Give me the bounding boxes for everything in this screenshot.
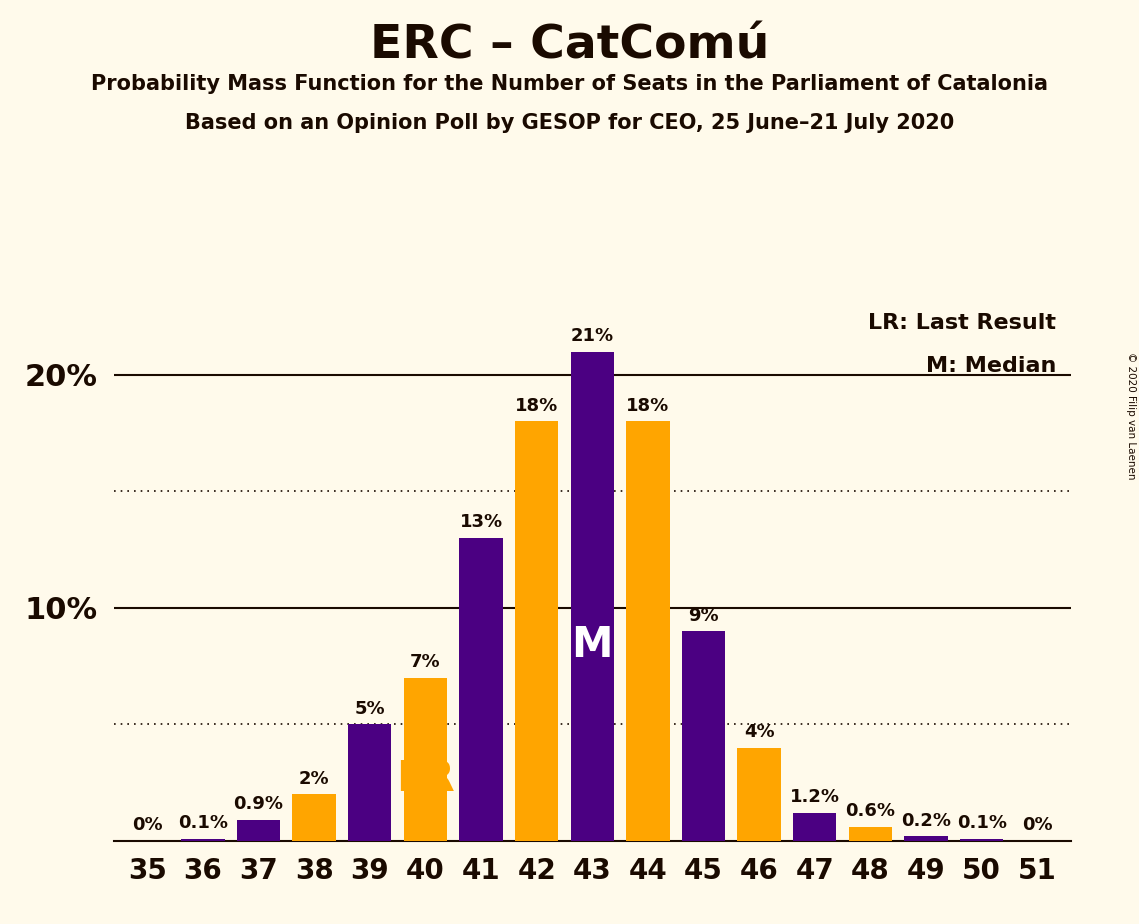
Text: 0%: 0% (1022, 816, 1052, 834)
Text: LR: Last Result: LR: Last Result (868, 313, 1056, 333)
Text: 7%: 7% (410, 653, 441, 671)
Bar (515, 421, 558, 841)
Text: 13%: 13% (459, 514, 502, 531)
Bar (459, 538, 502, 841)
Bar (626, 421, 670, 841)
Text: 0.6%: 0.6% (845, 802, 895, 821)
Text: Based on an Opinion Poll by GESOP for CEO, 25 June–21 July 2020: Based on an Opinion Poll by GESOP for CE… (185, 113, 954, 133)
Text: 18%: 18% (626, 397, 670, 415)
Bar (293, 795, 336, 841)
Text: M: M (572, 624, 613, 666)
Text: Probability Mass Function for the Number of Seats in the Parliament of Catalonia: Probability Mass Function for the Number… (91, 74, 1048, 94)
Text: 0.2%: 0.2% (901, 811, 951, 830)
Text: 0.1%: 0.1% (957, 814, 1007, 832)
Text: 0.1%: 0.1% (178, 814, 228, 832)
Bar (960, 838, 1003, 841)
Text: 1.2%: 1.2% (789, 788, 839, 807)
Bar (904, 836, 948, 841)
Text: 5%: 5% (354, 699, 385, 718)
Text: M: Median: M: Median (926, 356, 1056, 376)
Text: 18%: 18% (515, 397, 558, 415)
Bar (682, 631, 726, 841)
Text: 21%: 21% (571, 327, 614, 345)
Bar (793, 813, 836, 841)
Text: 4%: 4% (744, 723, 775, 741)
Text: 0%: 0% (132, 816, 163, 834)
Text: 9%: 9% (688, 607, 719, 625)
Bar (237, 820, 280, 841)
Text: LR: LR (396, 758, 454, 800)
Bar (403, 677, 448, 841)
Text: © 2020 Filip van Laenen: © 2020 Filip van Laenen (1126, 352, 1136, 480)
Bar (349, 724, 392, 841)
Bar (737, 748, 781, 841)
Bar (181, 838, 224, 841)
Text: ERC – CatComú: ERC – CatComú (370, 23, 769, 68)
Text: 0.9%: 0.9% (233, 796, 284, 813)
Bar (571, 351, 614, 841)
Bar (849, 827, 892, 841)
Text: 2%: 2% (298, 770, 329, 788)
